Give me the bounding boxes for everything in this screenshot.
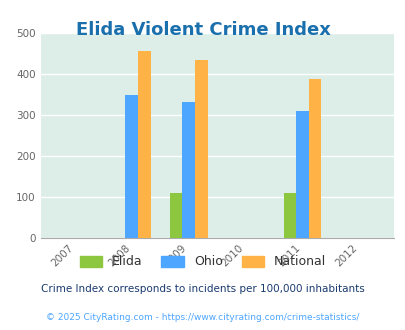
Bar (170, 193, 182, 238)
Bar (296, 111, 308, 238)
Bar (308, 79, 321, 238)
Bar (283, 193, 296, 238)
Bar (182, 102, 194, 238)
Bar (125, 95, 138, 238)
Text: Elida Violent Crime Index: Elida Violent Crime Index (75, 21, 330, 40)
Bar (138, 51, 150, 238)
Text: Crime Index corresponds to incidents per 100,000 inhabitants: Crime Index corresponds to incidents per… (41, 284, 364, 294)
Text: © 2025 CityRating.com - https://www.cityrating.com/crime-statistics/: © 2025 CityRating.com - https://www.city… (46, 313, 359, 322)
Bar (194, 60, 207, 238)
Legend: Elida, Ohio, National: Elida, Ohio, National (75, 250, 330, 274)
